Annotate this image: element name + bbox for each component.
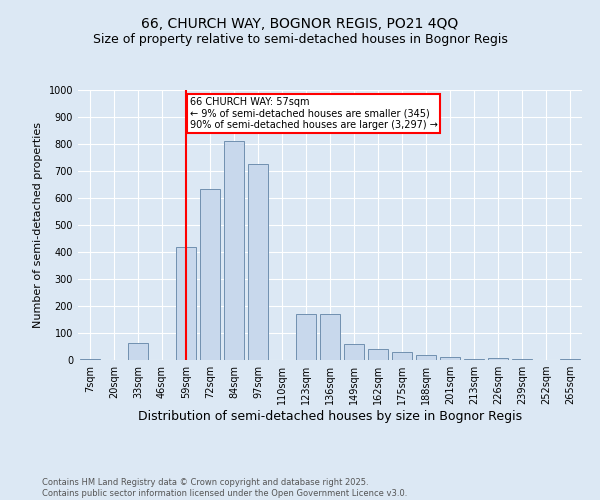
Bar (200, 188, 220, 360)
Bar (416, 355, 436, 360)
Y-axis label: Number of semi-detached properties: Number of semi-detached properties (33, 122, 43, 328)
Text: Size of property relative to semi-detached houses in Bognor Regis: Size of property relative to semi-detach… (92, 32, 508, 46)
Bar (296, 314, 316, 360)
Bar (128, 344, 148, 360)
Bar (224, 142, 244, 360)
Bar (392, 352, 412, 360)
Bar (176, 246, 196, 360)
Bar (248, 164, 268, 360)
Bar (368, 348, 388, 360)
Bar (440, 357, 460, 360)
Text: 66 CHURCH WAY: 57sqm
← 9% of semi-detached houses are smaller (345)
90% of semi-: 66 CHURCH WAY: 57sqm ← 9% of semi-detach… (190, 97, 437, 130)
Bar (464, 358, 484, 360)
Bar (488, 358, 508, 360)
Text: 66, CHURCH WAY, BOGNOR REGIS, PO21 4QQ: 66, CHURCH WAY, BOGNOR REGIS, PO21 4QQ (142, 18, 458, 32)
Text: Contains HM Land Registry data © Crown copyright and database right 2025.
Contai: Contains HM Land Registry data © Crown c… (42, 478, 407, 498)
X-axis label: Distribution of semi-detached houses by size in Bognor Regis: Distribution of semi-detached houses by … (138, 410, 522, 423)
Bar (344, 344, 364, 360)
Bar (560, 358, 580, 360)
Bar (320, 314, 340, 360)
